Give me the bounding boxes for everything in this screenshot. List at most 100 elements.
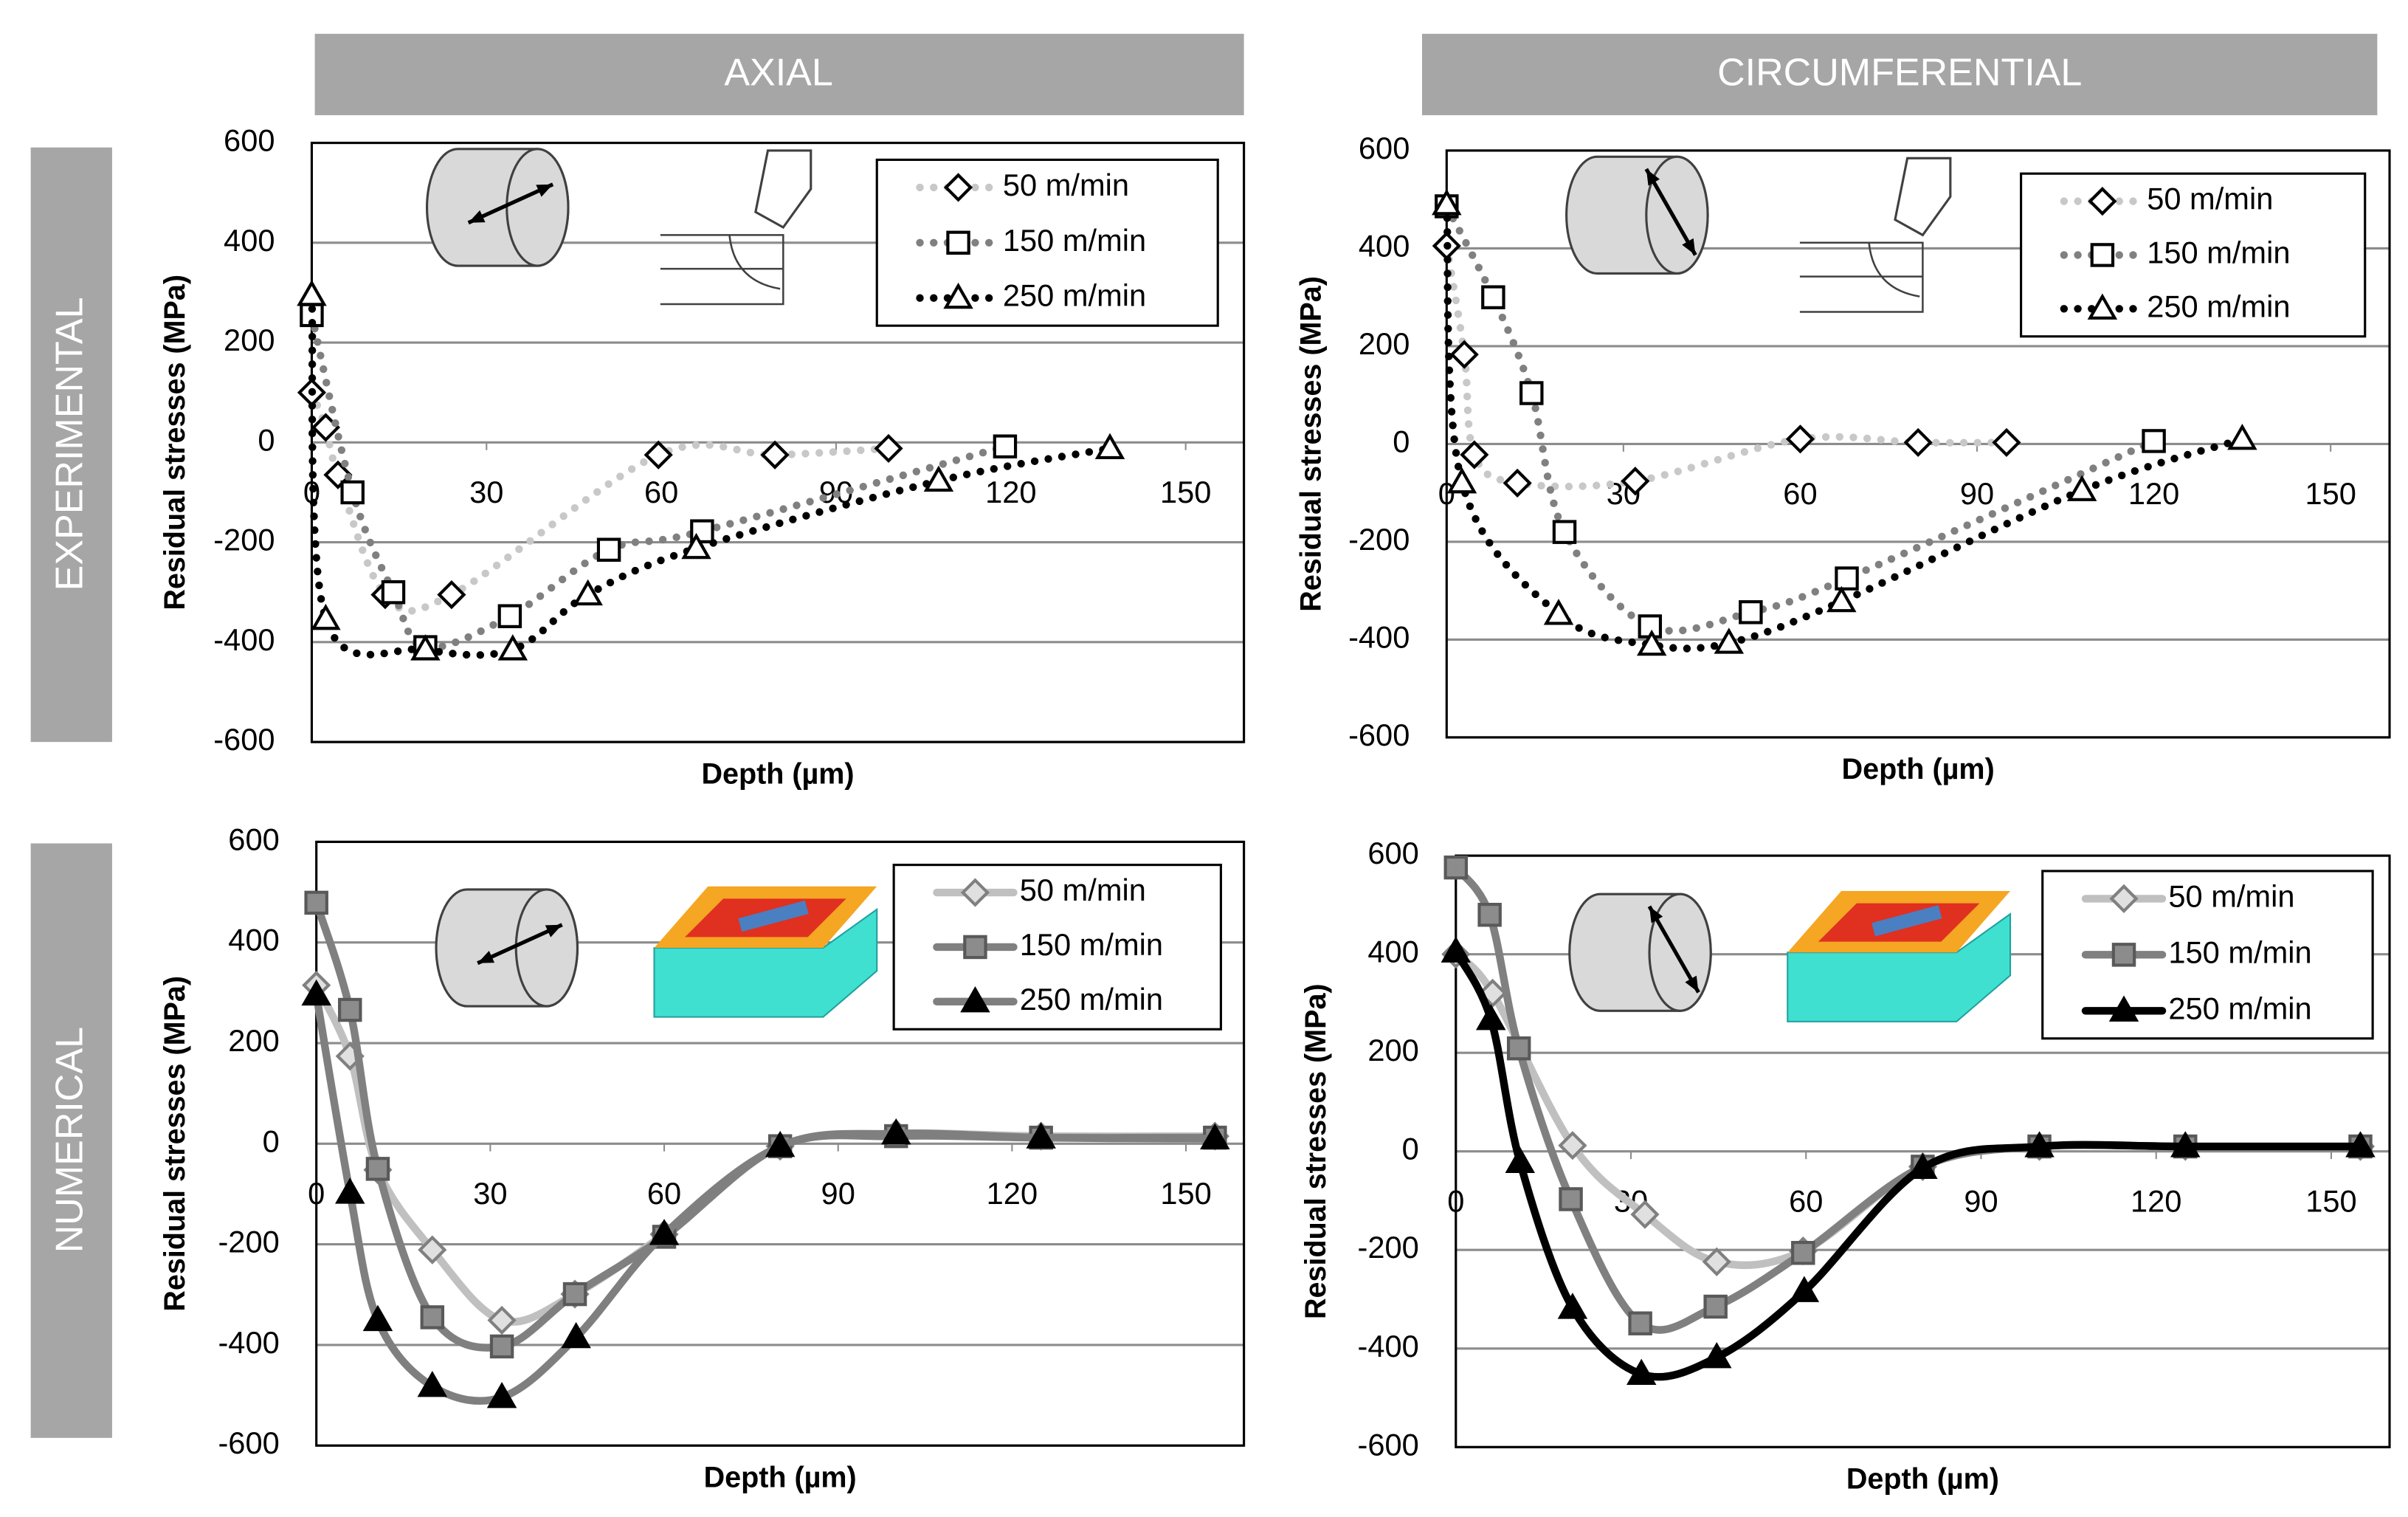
extraction-line [1871,905,1942,937]
y-tick-label: 200 [1359,326,1410,361]
legend-marker [2090,243,2115,267]
y-tick-label: -600 [218,1425,279,1460]
x-tick-label: 60 [1783,476,1817,511]
marker [365,1157,390,1181]
marker [2227,423,2257,450]
marker [418,1235,447,1265]
tool-sketch [1894,156,1952,237]
row-header: EXPERIMENTAL [49,297,92,591]
y-tick-label: -200 [218,1225,279,1259]
cylinder-end [1648,892,1712,1012]
marker [760,440,790,469]
marker [417,1370,448,1397]
y-tick-label: -600 [1348,718,1410,752]
legend-label: 150 m/min [1003,223,1146,258]
marker [1477,903,1502,927]
marker [1714,627,1745,654]
marker [1621,467,1650,496]
y-axis-label: Residual stresses (MPa) [159,976,191,1312]
y-axis-label: Residual stresses (MPa) [1295,276,1328,612]
x-axis-label: Depth (µm) [1842,753,1995,785]
legend-label: 250 m/min [2147,289,2290,323]
series-line [1443,241,2011,491]
plot-frame [310,141,1246,743]
marker [993,434,1018,458]
legend-label: 250 m/min [2168,991,2311,1025]
plot-frame [1445,149,2391,739]
column-header: AXIAL [724,52,832,94]
marker [1506,1036,1531,1061]
legend-label: 150 m/min [2147,235,2290,269]
marker [362,1304,393,1332]
marker [2142,429,2166,453]
column-header-box [1422,33,2378,116]
series-line [1452,948,2364,1381]
marker [1543,599,1574,625]
y-tick-label: 0 [263,1124,280,1158]
y-tick-label: -200 [213,523,275,557]
marker [497,604,522,628]
marker [923,465,954,492]
y-tick-label: -600 [1358,1427,1419,1462]
marker [487,1305,517,1335]
column-header-box [314,33,1244,116]
marker [1908,1152,1938,1179]
legend-marker [943,282,973,309]
x-tick-label: 90 [821,1176,855,1211]
marker [1835,566,1859,591]
marker [1441,936,1472,963]
y-tick-label: 400 [224,223,275,258]
marker [1739,600,1763,625]
cylinder-end [514,888,579,1008]
legend-marker [2108,995,2139,1022]
legend-marker [946,230,970,255]
y-tick-label: 0 [1402,1132,1419,1166]
marker [1432,188,1462,216]
legend-label: 50 m/min [2147,182,2273,216]
marker [1443,855,1469,880]
legend-marker [2109,884,2139,913]
x-tick-label: 120 [987,1176,1038,1211]
marker [1460,440,1489,469]
marker [1475,1003,1506,1031]
marker [301,979,331,1006]
marker [1791,1241,1815,1265]
x-tick-label: 60 [647,1176,681,1211]
legend-marker [2088,187,2117,216]
x-tick-label: 90 [1964,1183,1998,1218]
marker [311,603,341,630]
plot-frame [315,840,1246,1447]
marker [1446,467,1477,494]
marker [489,1334,514,1359]
arrow-head [536,184,553,197]
marker [1626,1358,1657,1386]
row-header: NUMERICAL [49,1027,92,1253]
marker [681,532,711,560]
marker [1638,614,1663,639]
legend-marker [963,935,987,960]
legend-marker [960,878,990,907]
marker [2170,1131,2201,1157]
marker [649,1219,680,1245]
marker [1481,285,1505,309]
x-tick-label: 90 [1960,476,1994,511]
marker [1703,1294,1728,1319]
tool-sketch [754,149,813,230]
y-tick-label: -400 [213,622,275,657]
y-tick-label: -400 [1348,619,1410,654]
legend-label: 50 m/min [2168,878,2294,913]
x-tick-label: 60 [644,475,678,509]
marker [874,433,903,464]
x-tick-label: 30 [473,1176,507,1211]
legend-label: 50 m/min [1020,873,1146,907]
marker [2345,1131,2376,1157]
series-line [1443,200,2246,653]
marker [1558,1131,1587,1160]
marker [1636,629,1667,656]
y-tick-label: 400 [228,923,279,957]
arrow-head [1646,168,1660,186]
arrow-head [1682,238,1696,255]
y-tick-label: 0 [258,422,275,457]
y-tick-label: 200 [228,1023,279,1058]
